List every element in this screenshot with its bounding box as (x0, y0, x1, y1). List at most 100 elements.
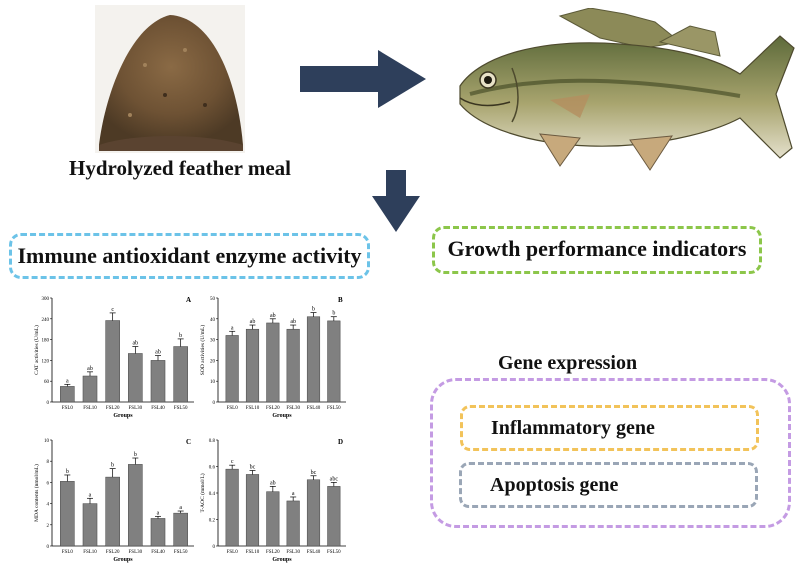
inflammatory-gene-box: Inflammatory gene (460, 405, 759, 451)
significance-letter: abc (330, 476, 339, 482)
significance-letter: b (111, 463, 114, 469)
y-tick-label: 20 (210, 359, 216, 364)
significance-letter: c (111, 307, 114, 313)
y-tick-label: 2 (47, 524, 50, 529)
significance-letter: ab (87, 366, 93, 372)
significance-letter: ab (132, 341, 138, 347)
bar (105, 320, 120, 403)
bar (286, 328, 300, 403)
x-tick-label: FSL40 (151, 550, 165, 555)
fish-image (459, 8, 795, 171)
significance-letter: b (66, 469, 69, 475)
y-tick-label: 0 (47, 545, 50, 550)
bar (150, 518, 166, 547)
significance-letter: ab (290, 319, 296, 325)
bar (105, 476, 120, 547)
x-axis-label: Groups (272, 413, 292, 419)
bar (150, 360, 166, 403)
x-tick-label: FSL40 (151, 406, 165, 411)
x-tick-label: FSL20 (106, 406, 120, 411)
significance-letter: a (66, 378, 69, 384)
bar (225, 468, 239, 547)
bar (60, 386, 75, 403)
arrow-right-icon (300, 50, 426, 108)
y-tick-label: 0.4 (209, 492, 216, 497)
y-tick-label: 180 (42, 339, 50, 344)
bar (327, 486, 341, 547)
y-axis-label: T-AOC (mmol/L) (200, 473, 206, 512)
x-tick-label: FSL10 (246, 550, 260, 555)
significance-letter: a (292, 491, 295, 497)
significance-letter: b (312, 307, 315, 313)
y-tick-label: 120 (42, 359, 50, 364)
cat-activity-chart: 0 60 120 180 240 300 Aa FSL0 ab FSL10 c FSL20 ab FSL3… (33, 296, 194, 419)
y-tick-label: 0.2 (209, 519, 216, 524)
feather-meal-caption: Hydrolyzed feather meal (68, 156, 291, 180)
sod-activity-chart: 0 10 20 30 40 50 Ba FSL0 ab FSL10 ab FSL20 ab FSL30 b F… (200, 296, 346, 419)
inflammatory-gene-label: Inflammatory gene (491, 417, 655, 439)
y-axis-label: SOD activities (U/mL) (200, 325, 206, 376)
y-tick-label: 50 (210, 297, 216, 302)
bar (128, 353, 143, 403)
y-tick-label: 6 (47, 481, 50, 486)
x-tick-label: FSL30 (286, 550, 300, 555)
y-tick-label: 10 (44, 439, 50, 444)
bar (286, 500, 300, 547)
bar (60, 481, 75, 547)
apoptosis-gene-box: Apoptosis gene (459, 462, 758, 508)
x-tick-label: FSL0 (62, 406, 74, 411)
immune-antioxidant-label: Immune antioxidant enzyme activity (17, 243, 362, 268)
gene-expression-title: Gene expression (498, 352, 638, 374)
arrow-down-icon (372, 170, 420, 232)
y-tick-label: 10 (210, 380, 216, 385)
bar (128, 464, 143, 547)
x-tick-label: FSL0 (62, 550, 74, 555)
bar (173, 512, 188, 547)
y-tick-label: 0 (213, 401, 216, 406)
x-tick-label: FSL50 (174, 406, 188, 411)
mda-content-chart: 0 2 4 6 8 10 Cb FSL0 a FSL10 b FSL20 b FSL30 a FSL40 a FS… (33, 438, 194, 563)
bar (173, 346, 188, 403)
x-tick-label: FSL0 (227, 406, 239, 411)
significance-letter: a (89, 492, 92, 498)
x-tick-label: FSL10 (83, 406, 97, 411)
x-tick-label: FSL30 (286, 406, 300, 411)
gene-expression-box (430, 378, 791, 528)
x-tick-label: FSL40 (307, 406, 321, 411)
apoptosis-gene-label: Apoptosis gene (490, 474, 619, 496)
panel-letter: C (186, 438, 191, 446)
significance-letter: a (157, 510, 160, 516)
y-tick-label: 300 (42, 297, 50, 302)
growth-performance-label: Growth performance indicators (447, 236, 747, 261)
y-axis-label: MDA contents (nmol/mL) (33, 464, 40, 522)
significance-letter: bc (311, 470, 317, 476)
y-tick-label: 8 (47, 460, 50, 465)
x-axis-label: Groups (113, 413, 133, 419)
y-tick-label: 30 (210, 339, 216, 344)
x-tick-label: FSL20 (266, 550, 280, 555)
significance-letter: b (134, 452, 137, 458)
bar (245, 328, 260, 403)
bar (82, 503, 98, 547)
x-tick-label: FSL20 (266, 406, 280, 411)
significance-letter: ab (155, 350, 161, 356)
x-axis-label: Groups (272, 557, 292, 563)
significance-letter: a (179, 505, 182, 511)
significance-letter: c (231, 459, 234, 465)
x-tick-label: FSL20 (106, 550, 120, 555)
growth-performance-box: Growth performance indicators (432, 226, 762, 274)
x-tick-label: FSL10 (246, 406, 260, 411)
tac-chart: 0 0.2 0.4 0.6 0.8 Dc FSL0 bc FSL10 ab FSL20 a FSL30 b… (200, 438, 346, 563)
significance-letter: ab (270, 480, 276, 486)
significance-letter: bc (250, 464, 256, 470)
bar (82, 375, 98, 403)
x-axis-label: Groups (113, 557, 133, 563)
y-tick-label: 4 (47, 503, 50, 508)
bar (245, 474, 260, 547)
y-tick-label: 0 (47, 401, 50, 406)
significance-letter: ab (270, 313, 276, 319)
bar (266, 491, 280, 547)
bar (327, 320, 341, 403)
immune-antioxidant-box: Immune antioxidant enzyme activity (9, 233, 370, 279)
x-tick-label: FSL50 (174, 550, 188, 555)
